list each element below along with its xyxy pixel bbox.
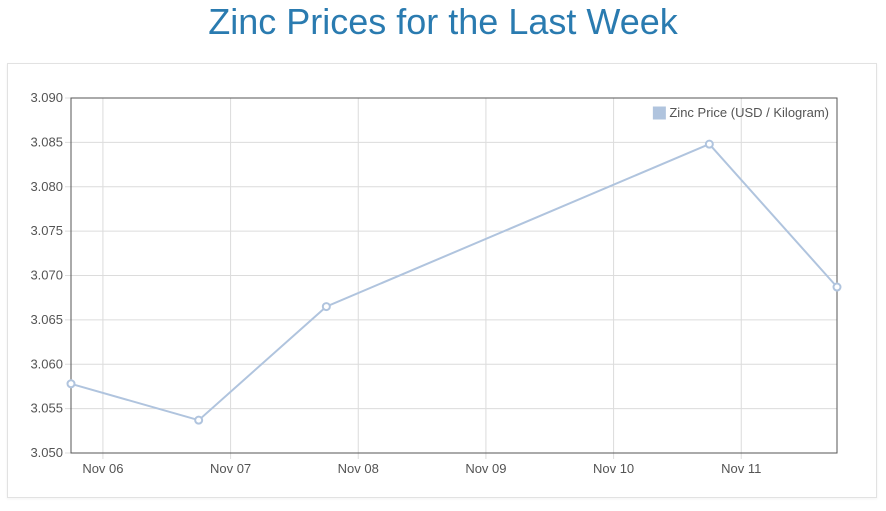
x-tick-label: Nov 10 bbox=[593, 461, 634, 476]
x-tick-label: Nov 11 bbox=[721, 461, 761, 476]
data-point bbox=[194, 415, 204, 425]
page-title: Zinc Prices for the Last Week bbox=[208, 1, 678, 42]
y-tick-label: 3.080 bbox=[30, 179, 63, 194]
y-tick-label: 3.070 bbox=[30, 268, 63, 283]
y-tick-label: 3.050 bbox=[30, 445, 63, 460]
chart-panel: 3.050 3.055 3.060 3.065 3.070 3.075 3.080 3.085… bbox=[7, 63, 877, 498]
legend-swatch bbox=[651, 105, 667, 121]
x-tick-label: Nov 06 bbox=[82, 461, 123, 476]
data-point bbox=[704, 139, 714, 149]
data-point bbox=[832, 282, 842, 292]
x-tick-label: Nov 08 bbox=[338, 461, 379, 476]
y-tick-label: 3.060 bbox=[30, 356, 63, 371]
y-tick-label: 3.065 bbox=[30, 312, 63, 327]
y-tick-label: 3.075 bbox=[30, 223, 63, 238]
series-line bbox=[70, 142, 838, 422]
zinc-price-chart: 3.050 3.055 3.060 3.065 3.070 3.075 3.080 3.085… bbox=[30, 90, 842, 476]
y-tick-label: 3.085 bbox=[30, 134, 63, 149]
legend-label: Zinc Price (USD / Kilogram) bbox=[669, 105, 829, 120]
y-tick-label: 3.055 bbox=[30, 401, 63, 416]
data-point bbox=[321, 302, 331, 312]
x-tick-label: Nov 09 bbox=[465, 461, 506, 476]
plot-border bbox=[70, 97, 838, 454]
data-point bbox=[66, 379, 76, 389]
y-tick-label: 3.090 bbox=[30, 90, 63, 105]
x-tick-label: Nov 07 bbox=[210, 461, 251, 476]
